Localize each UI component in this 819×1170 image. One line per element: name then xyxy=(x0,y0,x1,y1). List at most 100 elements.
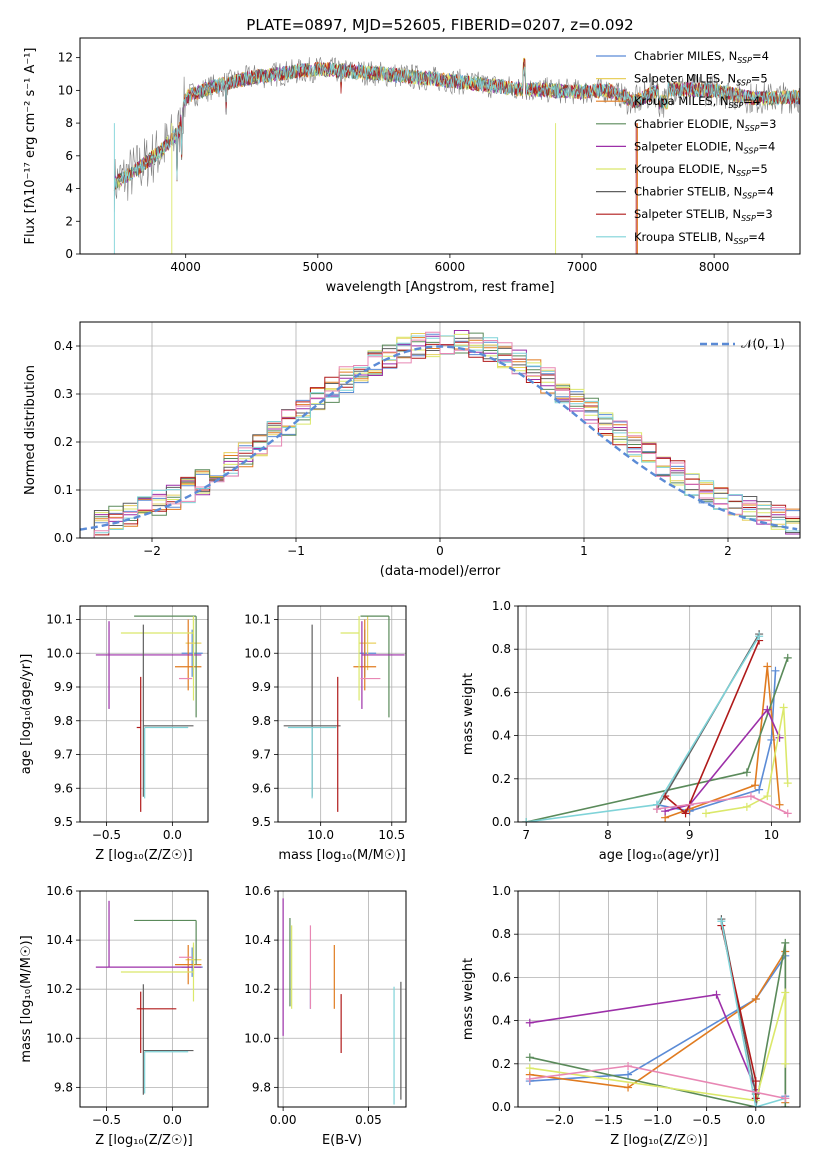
marker-salpeter_elodie xyxy=(775,733,784,742)
x-tick-label: −0.5 xyxy=(92,1113,121,1127)
y-tick-label: 12 xyxy=(58,51,73,65)
panels: 4000 5000 6000 7000 8000024681012wavelength … xyxy=(19,37,801,1148)
marker-kroupa_miles xyxy=(751,995,760,1003)
marker-kroupa_miles xyxy=(751,781,760,790)
y-tick-label: 0.3 xyxy=(54,387,73,401)
panel-mass_vs_ebv: 0.00 0.05 9.8 10.0 10.2 10.4 10.6 E(B-V) xyxy=(244,884,407,1148)
plot-area xyxy=(95,615,203,812)
y-tick-label: 8 xyxy=(65,116,73,130)
plot-area xyxy=(522,630,792,822)
x-tick-label: 10.0 xyxy=(307,828,334,842)
series-kroupa_stelib xyxy=(720,921,786,1107)
x-axis-label: Z [log₁₀(Z/Z☉)] xyxy=(95,1133,192,1148)
axes-frame xyxy=(79,605,209,823)
x-tick-label: 7 xyxy=(522,828,530,842)
x-tick-label: 4000 xyxy=(170,260,201,274)
y-axis-label: mass [log₁₀(M/M☉)] xyxy=(19,935,34,1062)
y-tick-label: 10.6 xyxy=(46,884,73,898)
x-tick-label: −1.5 xyxy=(594,1113,623,1127)
marker-kroupa_elodie xyxy=(781,988,790,997)
y-tick-label: 0.2 xyxy=(492,772,511,786)
y-tick-label: 6 xyxy=(65,149,73,163)
x-axis-label: (data-model)/error xyxy=(380,564,501,579)
series-salpeter_elodie xyxy=(664,708,781,812)
legend-label: Kroupa STELIB, NSSP=4 xyxy=(634,230,765,246)
residuals-legend: 𝒩(0, 1) xyxy=(700,337,785,351)
marker-kroupa_stelib xyxy=(751,1103,760,1107)
marker-kroupa_miles xyxy=(624,1083,633,1092)
panel-mass_weight_vs_Z: −2.0 −1.5 −1.0 −0.5 0.0 0.0 0.2 0.4 0.6 0.8 1.0 Z [… xyxy=(461,884,801,1148)
marker-pink xyxy=(652,805,661,814)
x-tick-label: 10.5 xyxy=(378,828,405,842)
x-tick-label: −0.5 xyxy=(92,828,121,842)
y-tick-label: 0.4 xyxy=(54,339,73,353)
panel-mass_weight_vs_age: 7 8 9 10 0.0 0.2 0.4 0.6 0.8 1.0 age [log₁₀(age/yr… xyxy=(461,599,801,863)
axes-frame xyxy=(79,890,209,1108)
legend-label: Kroupa MILES, NSSP=4 xyxy=(634,94,760,110)
y-tick-label: 10.0 xyxy=(46,1031,73,1045)
x-tick-label: 0.0 xyxy=(746,1113,765,1127)
x-tick-label: −1.0 xyxy=(643,1113,672,1127)
y-tick-label: 9.6 xyxy=(54,781,73,795)
axes-frame xyxy=(277,890,407,1108)
y-tick-label: 10.4 xyxy=(46,933,73,947)
plot-area xyxy=(95,900,203,1095)
marker-pink xyxy=(624,1061,633,1070)
legend-label: 𝒩(0, 1) xyxy=(741,337,785,351)
axes-frame xyxy=(277,605,407,823)
marker-pink xyxy=(781,1094,790,1103)
marker-chabrier_miles xyxy=(624,1070,633,1079)
figure-title: PLATE=0897, MJD=52605, FIBERID=0207, z=0… xyxy=(246,16,633,34)
y-tick-label: 0.6 xyxy=(492,970,511,984)
x-tick-label: 8 xyxy=(604,828,612,842)
spectrum-model-kroupa_stelib xyxy=(113,63,800,192)
x-tick-label: 2 xyxy=(724,544,732,558)
y-tick-label: 10.0 xyxy=(46,646,73,660)
series-salpeter_elodie xyxy=(529,993,757,1107)
histogram-pink xyxy=(80,331,800,538)
legend-label: Chabrier ELODIE, NSSP=3 xyxy=(634,117,776,133)
marker-kroupa_elodie xyxy=(702,809,710,818)
spectrum-legend: Chabrier MILES, NSSP=4 Salpeter MILES, NS… xyxy=(596,49,776,246)
y-axis-label: mass weight xyxy=(461,958,476,1040)
y-tick-label: 0.6 xyxy=(492,685,511,699)
y-tick-label: 10.6 xyxy=(244,884,271,898)
legend-label: Kroupa ELODIE, NSSP=5 xyxy=(634,162,768,178)
panel-age_vs_Z: −0.5 0.0 9.5 9.6 9.7 9.8 9.9 10.0 10.1 Z [log₁₀(Z… xyxy=(19,605,209,863)
y-tick-label: 2 xyxy=(65,214,73,228)
y-tick-label: 0.8 xyxy=(492,642,511,656)
plot-area xyxy=(283,615,405,812)
y-tick-label: 9.7 xyxy=(252,748,271,762)
panel-spectrum: 4000 5000 6000 7000 8000 0 2 4 6 8 10 12 wavelength … xyxy=(23,37,801,295)
y-tick-label: 0 xyxy=(65,247,73,261)
x-tick-label: 1 xyxy=(580,544,588,558)
x-axis-label: Z [log₁₀(Z/Z☉)] xyxy=(95,848,192,863)
x-tick-label: −1 xyxy=(287,544,305,558)
y-tick-label: 0.2 xyxy=(492,1057,511,1071)
marker-salpeter_stelib xyxy=(681,809,690,818)
marker-kroupa_elodie xyxy=(763,792,772,801)
y-tick-label: 9.8 xyxy=(54,714,73,728)
y-tick-label: 9.9 xyxy=(252,680,271,694)
marker-kroupa_elodie xyxy=(525,1064,534,1073)
legend-label: Salpeter STELIB, NSSP=3 xyxy=(634,207,773,223)
marker-kroupa_miles xyxy=(775,800,784,809)
y-tick-label: 1.0 xyxy=(492,884,511,898)
y-tick-label: 9.5 xyxy=(252,815,271,829)
marker-chabrier_elodie xyxy=(742,768,751,777)
grid xyxy=(278,890,406,1107)
y-tick-label: 10 xyxy=(58,83,73,97)
x-axis-label: wavelength [Angstrom, rest frame] xyxy=(326,280,555,295)
y-tick-label: 10.0 xyxy=(244,1031,271,1045)
marker-kroupa_stelib xyxy=(522,818,531,822)
y-axis-label: mass weight xyxy=(461,673,476,755)
y-tick-label: 10.1 xyxy=(244,613,271,627)
panel-residuals: −2 −1 0 1 2 0.0 0.1 0.2 0.3 0.4 (data-model)/error… xyxy=(23,321,801,579)
plot-area xyxy=(80,330,800,538)
y-tick-label: 9.8 xyxy=(252,714,271,728)
y-tick-label: 10.1 xyxy=(46,613,73,627)
x-tick-label: 6000 xyxy=(435,260,466,274)
axes-frame xyxy=(79,321,801,539)
axes-frame xyxy=(517,605,801,823)
